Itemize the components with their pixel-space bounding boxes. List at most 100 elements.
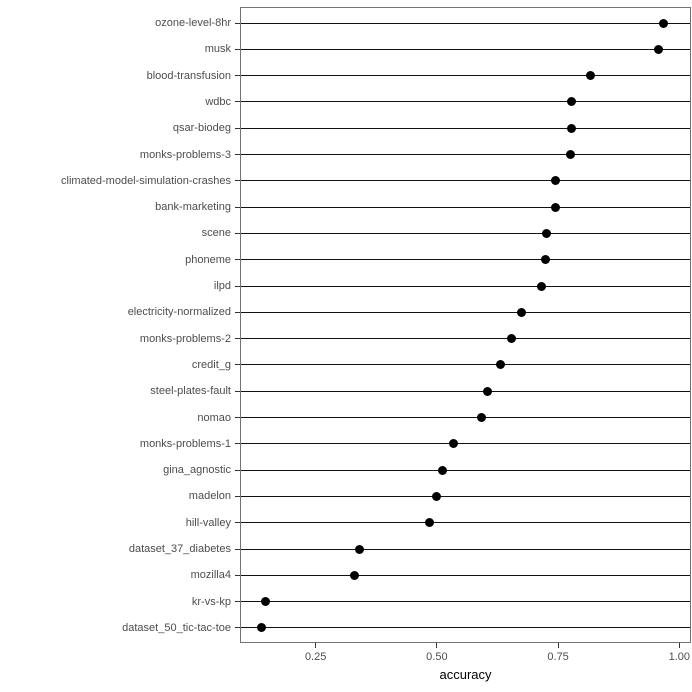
row-line <box>241 48 690 50</box>
data-point-dot <box>566 123 576 133</box>
y-tick-mark <box>235 601 240 603</box>
y-tick-mark <box>235 417 240 418</box>
data-point-dot <box>477 413 487 422</box>
row-line <box>241 627 690 629</box>
y-tick-label: nomao <box>197 411 231 424</box>
y-tick-mark <box>235 311 240 313</box>
y-tick-mark <box>235 364 240 366</box>
data-point-dot <box>432 491 442 501</box>
data-point-dot <box>550 202 560 212</box>
row-line <box>241 338 690 340</box>
data-point-dot <box>350 570 360 580</box>
y-tick-label: steel-plates-fault <box>150 385 231 398</box>
y-tick-mark <box>235 390 240 392</box>
row-line <box>241 101 690 103</box>
y-tick-mark <box>235 443 240 445</box>
row-line <box>241 574 690 576</box>
data-point-dot <box>256 623 266 633</box>
row-line <box>241 127 690 129</box>
y-tick-mark <box>235 548 240 550</box>
data-point-dot <box>585 71 595 81</box>
y-tick-mark <box>235 232 240 234</box>
row-line <box>241 75 690 77</box>
row-line <box>241 443 690 445</box>
data-point-dot <box>438 465 448 475</box>
y-tick-mark <box>235 522 240 524</box>
y-tick-mark <box>235 574 240 576</box>
data-point-dot <box>448 439 458 449</box>
row-line <box>241 311 690 313</box>
y-tick-mark <box>235 48 240 50</box>
y-tick-label: musk <box>204 43 231 56</box>
x-tick-label: 1.00 <box>668 651 691 663</box>
y-tick-label: phoneme <box>185 253 231 266</box>
y-tick-mark <box>235 127 240 129</box>
data-point-dot <box>537 281 547 291</box>
row-line <box>241 522 690 524</box>
x-axis-title: accuracy <box>439 667 492 682</box>
data-point-dot <box>658 18 668 28</box>
y-tick-mark <box>235 627 240 629</box>
x-tick-label: 0.50 <box>426 651 448 663</box>
y-tick-mark <box>235 180 240 182</box>
y-tick-label: climated-model-simulation-crashes <box>61 174 231 187</box>
row-line <box>241 259 690 261</box>
y-tick-label: scene <box>201 227 231 240</box>
row-line <box>241 22 690 24</box>
y-tick-mark <box>235 285 240 287</box>
y-tick-label: madelon <box>188 490 231 503</box>
y-tick-mark <box>235 75 240 77</box>
y-tick-label: mozilla4 <box>190 569 231 582</box>
y-tick-mark <box>235 101 240 103</box>
row-line <box>241 601 690 603</box>
y-tick-label: blood-transfusion <box>146 69 231 82</box>
row-line <box>241 469 690 471</box>
y-tick-label: hill-valley <box>185 516 231 529</box>
y-tick-label: electricity-normalized <box>127 306 231 319</box>
row-line <box>241 390 690 392</box>
row-line <box>241 495 690 497</box>
y-tick-label: credit_g <box>191 358 231 371</box>
row-line <box>241 417 690 418</box>
y-tick-mark <box>235 259 240 261</box>
x-tick-mark <box>315 643 317 648</box>
y-tick-mark <box>235 495 240 497</box>
y-tick-mark <box>235 469 240 471</box>
y-tick-label: ilpd <box>213 280 231 292</box>
y-tick-label: wdbc <box>205 95 231 108</box>
data-point-dot <box>424 518 434 528</box>
y-tick-label: monks-problems-3 <box>139 148 231 161</box>
data-point-dot <box>654 44 664 54</box>
data-point-dot <box>482 386 492 396</box>
y-tick-label: bank-marketing <box>155 201 231 214</box>
data-point-dot <box>566 150 576 159</box>
x-tick-mark <box>678 643 680 648</box>
y-axis-labels: ozone-level-8hr musk blood-transfusion wdbc… <box>0 8 231 642</box>
y-tick-label: kr-vs-kp <box>191 595 231 608</box>
x-tick-mark <box>436 643 438 648</box>
row-line <box>241 206 690 208</box>
y-tick-mark <box>235 206 240 208</box>
row-line <box>241 285 690 287</box>
row-line <box>241 232 690 234</box>
data-point-dot <box>355 544 365 554</box>
row-line <box>241 154 690 155</box>
y-tick-label: ozone-level-8hr <box>155 17 231 29</box>
data-point-dot <box>506 334 516 344</box>
row-line <box>241 548 690 550</box>
x-tick-label: 0.25 <box>304 651 327 663</box>
y-tick-label: monks-problems-1 <box>139 437 231 450</box>
y-tick-mark <box>235 338 240 340</box>
data-point-dot <box>551 176 561 186</box>
data-point-dot <box>517 307 527 317</box>
data-point-dot <box>542 228 552 238</box>
data-point-dot <box>541 255 551 265</box>
data-point-dot <box>566 97 576 107</box>
data-point-dot <box>496 360 506 370</box>
x-tick-mark <box>557 643 559 648</box>
row-line <box>241 364 690 366</box>
y-tick-mark <box>235 154 240 155</box>
y-tick-label: dataset_37_diabetes <box>128 543 231 555</box>
data-point-dot <box>261 597 271 607</box>
